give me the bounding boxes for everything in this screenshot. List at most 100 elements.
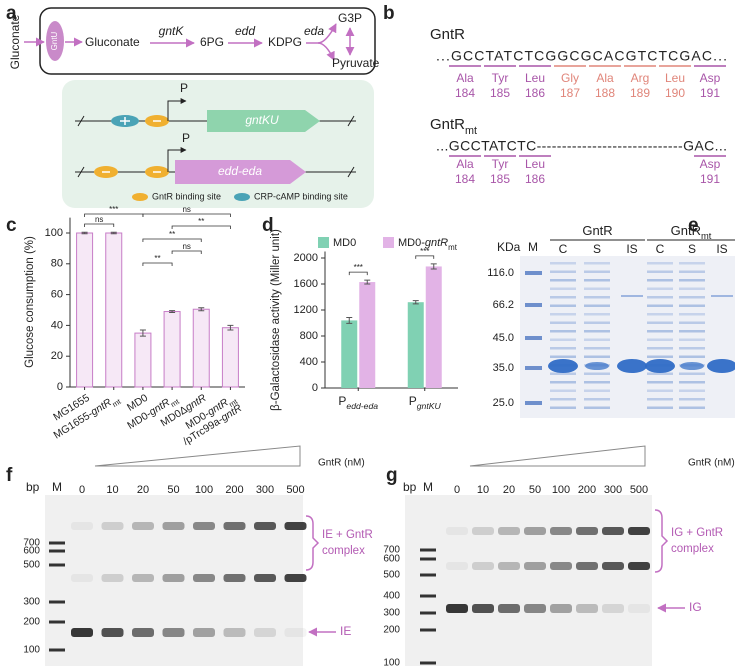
error-bar bbox=[198, 307, 205, 312]
y-axis-label: β-Galactosidase activity (Miller unit) bbox=[270, 229, 282, 411]
residue-number: 184 bbox=[455, 172, 475, 186]
significance-bracket bbox=[171, 250, 202, 254]
concentration: 0 bbox=[79, 484, 85, 496]
gel-band bbox=[223, 522, 246, 530]
concentration: 10 bbox=[477, 484, 489, 496]
gel-band bbox=[284, 522, 307, 530]
gel-band bbox=[647, 381, 673, 384]
gel-band bbox=[647, 338, 673, 341]
text-segment: GntR bbox=[582, 223, 612, 238]
residue-number: 187 bbox=[560, 86, 580, 100]
gel-band bbox=[679, 287, 705, 290]
gel-band bbox=[679, 347, 705, 350]
y-tick-label: 1600 bbox=[294, 278, 318, 290]
significance-label: ** bbox=[198, 217, 204, 226]
gel-band bbox=[647, 389, 673, 392]
legend-label: MD0 bbox=[333, 237, 356, 249]
unit-label: KDa bbox=[497, 240, 521, 254]
error-bar bbox=[110, 231, 117, 235]
x-tick-label: MD0-gntRmt/pTrc99a-gntR bbox=[175, 391, 245, 447]
y-tick-label: 800 bbox=[300, 330, 318, 342]
gel-band bbox=[647, 313, 673, 316]
gel-band bbox=[193, 522, 215, 530]
concentration: 500 bbox=[630, 484, 648, 496]
enzyme: edd bbox=[235, 24, 255, 38]
text-segment: gntR bbox=[425, 237, 448, 249]
gel-band bbox=[550, 527, 572, 535]
concentration: 300 bbox=[256, 484, 274, 496]
gel-band bbox=[647, 321, 673, 324]
error-bar bbox=[346, 316, 353, 324]
gel-band bbox=[524, 527, 546, 535]
amino-acid: Asp bbox=[700, 71, 721, 85]
bar bbox=[134, 332, 152, 388]
lane-label: C bbox=[559, 242, 568, 256]
gene-label: gntKU bbox=[245, 113, 279, 127]
significance-label: *** bbox=[420, 247, 429, 256]
gel-band bbox=[679, 270, 705, 273]
gel-band bbox=[284, 574, 307, 582]
gel-band bbox=[550, 262, 576, 265]
marker-label: 300 bbox=[383, 608, 400, 619]
gel-band bbox=[132, 574, 154, 582]
residue-number: 189 bbox=[630, 86, 650, 100]
gel-band bbox=[193, 628, 215, 637]
text-segment: MD0- bbox=[398, 237, 425, 249]
gel-band bbox=[584, 330, 610, 333]
gene bbox=[207, 110, 320, 132]
group-label: GntRmt bbox=[671, 223, 712, 241]
text-segment: gntKU bbox=[417, 401, 442, 411]
marker-label: 25.0 bbox=[493, 397, 514, 409]
enzyme: gntK bbox=[159, 24, 185, 38]
lane-label: M bbox=[528, 240, 538, 254]
gel-band bbox=[71, 628, 93, 637]
significance-bracket bbox=[84, 213, 144, 217]
outside-label: Gluconate bbox=[8, 14, 22, 69]
gel-band bbox=[498, 604, 520, 613]
promoter bbox=[167, 98, 187, 121]
text-segment: mt bbox=[465, 125, 477, 137]
gel-band bbox=[550, 270, 576, 273]
metabolite: Gluconate bbox=[85, 35, 140, 49]
amino-acid: Gly bbox=[561, 71, 579, 85]
gel-band bbox=[420, 611, 436, 615]
gel-band bbox=[585, 362, 609, 370]
amino-acid: Ala bbox=[456, 157, 474, 171]
gel-band bbox=[584, 296, 610, 299]
gel-band bbox=[647, 347, 673, 350]
gene-label: edd-eda bbox=[218, 164, 262, 178]
significance-bracket bbox=[348, 271, 368, 276]
amino-acid: Tyr bbox=[492, 71, 509, 85]
concentration: 100 bbox=[195, 484, 213, 496]
marker-label: 600 bbox=[23, 546, 40, 557]
gel-band bbox=[49, 563, 65, 567]
promoter bbox=[167, 147, 187, 172]
lane-label: M bbox=[423, 480, 433, 494]
gel-band bbox=[550, 330, 576, 333]
gel-band bbox=[49, 600, 65, 604]
gel-band bbox=[679, 372, 705, 375]
error-bar bbox=[364, 279, 371, 285]
text-segment: mt bbox=[701, 231, 712, 241]
text-segment: P bbox=[338, 394, 346, 408]
marker-label: 35.0 bbox=[493, 362, 514, 374]
gel-band bbox=[525, 336, 542, 340]
metabolite: G3P bbox=[338, 11, 362, 25]
dna-break bbox=[77, 115, 355, 127]
lane-label: M bbox=[52, 480, 62, 494]
concentration: 0 bbox=[454, 484, 460, 496]
y-tick-label: 100 bbox=[45, 227, 63, 239]
gel-band bbox=[254, 628, 276, 637]
amino-acid: Leu bbox=[525, 157, 545, 171]
gel-band bbox=[49, 541, 65, 545]
panel-label: e bbox=[688, 215, 699, 236]
gel-band bbox=[101, 522, 124, 530]
gel-band bbox=[550, 372, 576, 375]
gel-band bbox=[628, 604, 650, 613]
amino-acid: Arg bbox=[631, 71, 650, 85]
text-segment: MD0 bbox=[333, 237, 356, 249]
gel-band bbox=[550, 304, 576, 307]
gel bbox=[520, 256, 735, 418]
concentration: 200 bbox=[578, 484, 596, 496]
x-tick-label: Pedd-eda bbox=[338, 394, 378, 411]
